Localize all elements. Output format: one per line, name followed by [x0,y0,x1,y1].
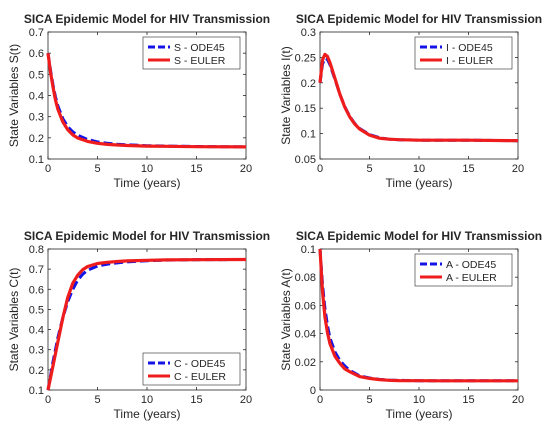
chart-1-series-2-line [46,52,247,149]
chart-2-y-axis-label: State Variables I(t) [279,46,293,144]
chart-4-legend-label-2: A - EULER [446,272,497,284]
chart-2-series-2-line [318,52,519,143]
chart-3-series-2-line [46,257,247,391]
chart-2-y-tick-label: 0.25 [295,52,316,64]
chart-4-x-tick-label: 5 [366,394,372,406]
chart-2-x-tick-label: 20 [512,163,524,175]
chart-4-series-2-line [318,248,518,383]
chart-2-legend-box [414,36,513,70]
chart-1-x-tick-label: 15 [190,163,202,175]
chart-1-x-tick-label: 10 [141,163,153,175]
chart-3-x-tick-label: 5 [94,394,100,406]
chart-1-y-tick-label: 0.2 [29,133,44,145]
chart-2-x-tick-label: 15 [462,163,474,175]
chart-3-legend-box [142,352,241,386]
chart-3-x-tick-label: 20 [240,394,252,406]
chart-2-x-tick-label: 0 [317,163,323,175]
chart-1-x-tick-label: 5 [94,163,100,175]
chart-4-y-tick-label: 0 [310,385,316,397]
chart-4-legend-box [414,253,513,287]
chart-4-y-tick-label: 0.1 [301,244,316,256]
chart-1-legend-box [142,36,241,70]
chart-3-y-tick-label: 0.7 [29,264,44,276]
chart-4-x-tick-label: 0 [317,394,323,406]
chart-2-x-axis-label: Time (years) [386,176,453,190]
chart-4-y-axis-label: State Variables A(t) [279,268,293,371]
chart-1-legend-label-1: S - ODE45 [174,42,225,54]
chart-2-x-tick-label: 5 [366,163,372,175]
chart-3-x-tick-label: 10 [141,394,153,406]
chart-1-y-tick-label: 0.6 [29,48,44,60]
chart-3-y-axis-label: State Variables C(t) [7,268,21,372]
chart-4-y-tick-label: 0.02 [295,357,316,369]
chart-1-y-axis-label: State Variables S(t) [7,44,21,147]
chart-4-x-tick-label: 20 [512,394,524,406]
chart-2-y-tick-label: 0.05 [295,154,316,166]
chart-3-y-tick-label: 0.1 [29,385,44,397]
chart-4-x-tick-label: 10 [413,394,425,406]
chart-3-title: SICA Epidemic Model for HIV Transmission [24,229,270,243]
chart-1-title: SICA Epidemic Model for HIV Transmission [24,12,270,26]
chart-3-legend-label-2: C - EULER [174,371,226,383]
chart-2-x-tick-label: 10 [413,163,425,175]
chart-4-x-tick-label: 15 [462,394,474,406]
chart-1-y-tick-label: 0.5 [29,69,44,81]
chart-3-legend-label-1: C - ODE45 [174,358,226,370]
chart-2-y-tick-label: 0.1 [301,129,316,141]
chart-2-y-tick-label: 0.2 [301,78,316,90]
chart-1-y-tick-label: 0.1 [29,154,44,166]
chart-3-x-tick-label: 15 [190,394,202,406]
chart-3-x-tick-label: 0 [45,394,51,406]
chart-1-x-tick-label: 0 [45,163,51,175]
chart-2-title: SICA Epidemic Model for HIV Transmission [296,12,542,26]
chart-4-title: SICA Epidemic Model for HIV Transmission [296,229,542,243]
chart-3-y-tick-label: 0.3 [29,345,44,357]
chart-1-y-tick-label: 0.3 [29,112,44,124]
chart-3-y-tick-label: 0.5 [29,304,44,316]
chart-3-y-tick-label: 0.6 [29,284,44,296]
chart-4-x-axis-label: Time (years) [386,407,453,421]
chart-4-y-tick-label: 0.06 [295,300,316,312]
chart-2-legend-label-1: I - ODE45 [446,42,493,54]
chart-3-y-tick-label: 0.8 [29,244,44,256]
chart-4-y-tick-label: 0.08 [295,272,316,284]
chart-4-y-tick-label: 0.04 [295,329,316,341]
chart-2-y-tick-label: 0.15 [295,103,316,115]
chart-1-x-axis-label: Time (years) [114,176,181,190]
chart-1-y-tick-label: 0.4 [29,91,44,103]
chart-4-legend-label-1: A - ODE45 [446,259,496,271]
chart-2-legend-label-2: I - EULER [446,55,494,67]
chart-1-y-tick-label: 0.7 [29,27,44,39]
chart-1-x-tick-label: 20 [240,163,252,175]
chart-3-y-tick-label: 0.4 [29,325,44,337]
chart-2-y-tick-label: 0.3 [301,27,316,39]
chart-3-x-axis-label: Time (years) [114,407,181,421]
chart-1-legend-label-2: S - EULER [174,55,226,67]
chart-3-y-tick-label: 0.2 [29,365,44,377]
